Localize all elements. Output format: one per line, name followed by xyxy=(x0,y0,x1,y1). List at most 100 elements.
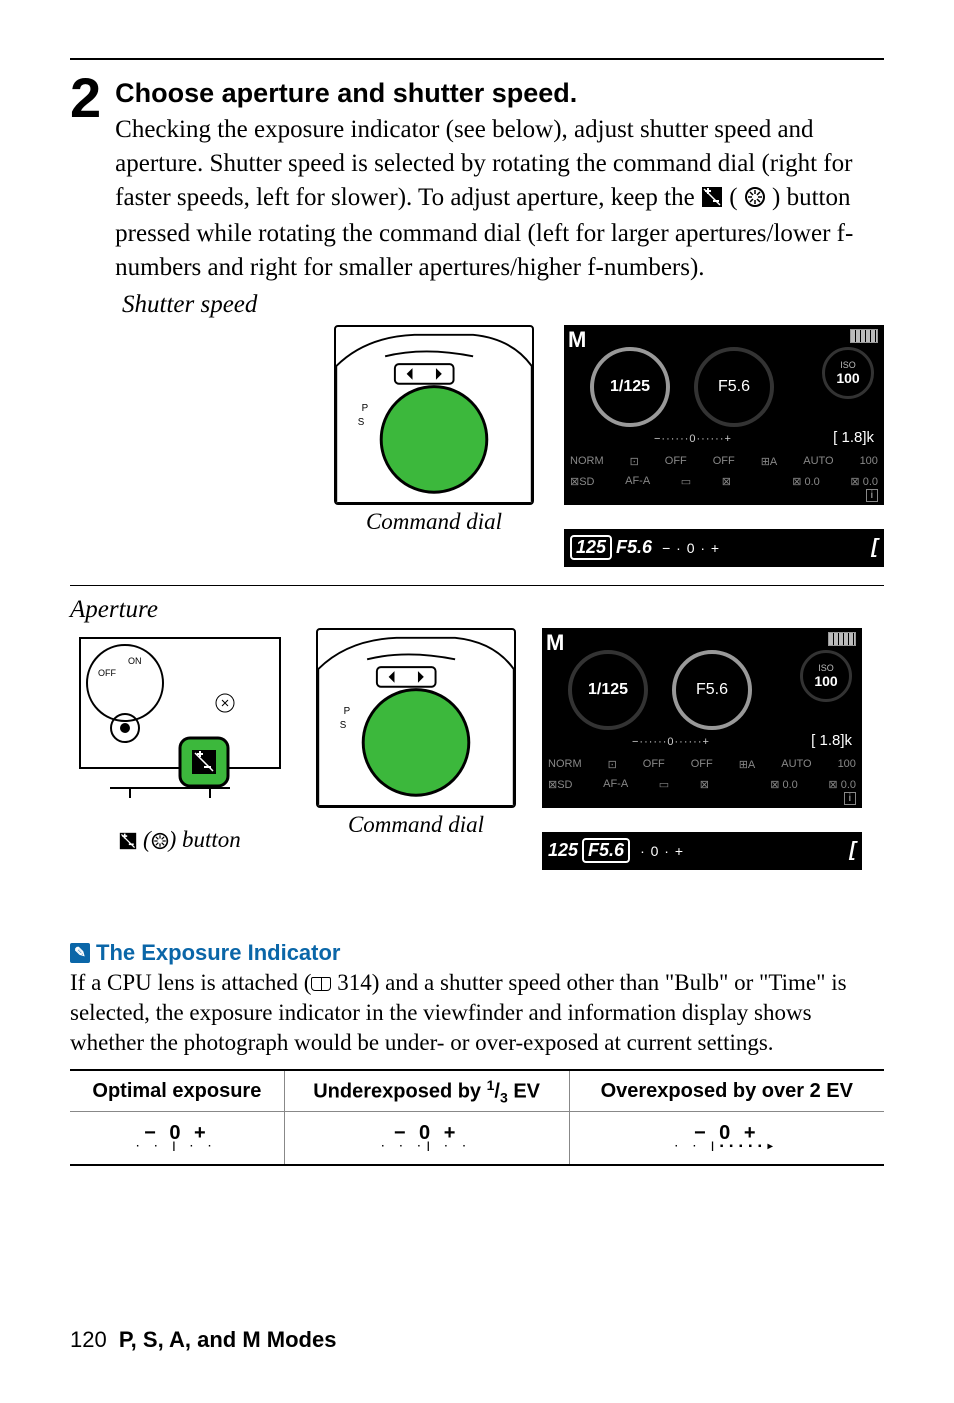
aperture-figure-row: OFF ON ( ) button xyxy=(70,628,884,870)
ev-optimal-ticks: · · | · · xyxy=(136,1141,217,1152)
vf-shutter-boxed: 125 xyxy=(570,535,612,560)
lcd-r1-0: NORM xyxy=(570,455,604,468)
aperture-gauge: F5.6 xyxy=(694,347,774,427)
lcd-row1: NORM ⊡ OFF OFF ⊞A AUTO 100 xyxy=(570,455,878,468)
exposure-indicator-table: Optimal exposure Underexposed by 1/3 EV … xyxy=(70,1069,884,1167)
info-display-aperture: M 1/125 F5.6 ISO100 −······0······+ [ 1.… xyxy=(542,628,862,808)
aperture-dial-figure: P S Command dial xyxy=(316,628,516,838)
lcd2-r1-2: OFF xyxy=(643,758,665,771)
exposure-button-illustration: OFF ON xyxy=(70,628,290,823)
th-under-den: 3 xyxy=(500,1089,508,1105)
aperture-ring-icon-small xyxy=(151,830,169,856)
viewfinder-display-shutter: 125 F5.6 − · 0 · + [ xyxy=(564,529,884,567)
section-divider xyxy=(70,585,884,586)
paren-open: ( xyxy=(729,184,737,211)
ev-meter-optimal: − 0 + · · | · · xyxy=(136,1122,217,1152)
lcd2-r1-6: 100 xyxy=(838,758,856,771)
lcd-r2-5: ⊠ 0.0 xyxy=(792,475,820,488)
shutter-figure-row: P S Command dial M 1/125 F5.6 ISO100 −··… xyxy=(70,325,884,567)
td-under: − 0 + · · ·| · · xyxy=(284,1112,569,1166)
btn-cap-close: ) button xyxy=(169,827,241,852)
ev-under-ticks: · · ·| · · xyxy=(381,1141,472,1152)
iso-value: 100 xyxy=(836,370,859,386)
vf-bracket: [ xyxy=(871,536,878,559)
lcd-r1-2: OFF xyxy=(665,455,687,468)
step-body: Choose aperture and shutter speed. Check… xyxy=(115,70,884,285)
info-icon: i xyxy=(866,489,878,502)
shots-remaining: [ 1.8]k xyxy=(833,429,874,446)
iso-gauge: ISO100 xyxy=(822,347,874,399)
mode-indicator: M xyxy=(568,327,586,353)
shutter-dial-figure: P S Command dial xyxy=(334,325,534,567)
lcd2-r2-5: ⊠ 0.0 xyxy=(770,778,798,791)
note-text-1: If a CPU lens is attached ( xyxy=(70,970,311,995)
command-dial-illustration-2: P S xyxy=(316,628,516,808)
th-under-suffix: EV xyxy=(508,1080,540,1102)
mode-indicator-2: M xyxy=(546,630,564,656)
lcd-r1-3: OFF xyxy=(713,455,735,468)
lcd-r2-0: ⊠SD xyxy=(570,475,595,488)
info-icon-2: i xyxy=(844,792,856,805)
page-number: 120 xyxy=(70,1327,107,1352)
svg-text:S: S xyxy=(340,720,347,731)
svg-text:P: P xyxy=(362,403,369,414)
iso-value-2: 100 xyxy=(814,673,837,689)
lcd2-r2-0: ⊠SD xyxy=(548,778,573,791)
info-display-shutter: M 1/125 F5.6 ISO100 −······0······+ [ 1.… xyxy=(564,325,884,505)
note-body: If a CPU lens is attached ( 314) and a s… xyxy=(70,968,884,1059)
aperture-ring-icon xyxy=(744,184,766,218)
battery-icon-2 xyxy=(828,632,856,646)
lcd2-r1-5: AUTO xyxy=(781,758,811,771)
iso-label: ISO xyxy=(840,360,856,370)
aperture-value: F5.6 xyxy=(718,378,750,396)
aperture-lcd-figure: M 1/125 F5.6 ISO100 −······0······+ [ 1.… xyxy=(542,628,862,870)
shutter-gauge: 1/125 xyxy=(590,347,670,427)
th-optimal: Optimal exposure xyxy=(70,1070,284,1112)
lcd2-r2-6: ⊠ 0.0 xyxy=(828,778,856,791)
exposure-meter-2: −······0······+ xyxy=(632,736,792,748)
td-optimal: − 0 + · · | · · xyxy=(70,1112,284,1166)
battery-icon xyxy=(850,329,878,343)
svg-text:ON: ON xyxy=(128,656,142,666)
step-number: 2 xyxy=(70,70,101,126)
lcd-row2-2: ⊠SD AF-A ▭ ⊠ ⊠ 0.0 ⊠ 0.0 xyxy=(548,778,856,791)
footer-section-title: P, S, A, and M Modes xyxy=(119,1327,337,1352)
step-title: Choose aperture and shutter speed. xyxy=(115,78,884,109)
lcd-r2-1: AF-A xyxy=(625,475,650,488)
iso-gauge-2: ISO100 xyxy=(800,650,852,702)
paren-close: ) xyxy=(772,184,780,211)
page-footer: 120 P, S, A, and M Modes xyxy=(70,1327,336,1353)
shutter-speed-label: Shutter speed xyxy=(122,291,884,319)
lcd2-r1-3: OFF xyxy=(691,758,713,771)
vf-bracket-2: [ xyxy=(849,839,856,862)
lcd2-r1-1: ⊡ xyxy=(608,758,617,771)
note-heading: ✎ The Exposure Indicator xyxy=(70,940,884,966)
iso-label-2: ISO xyxy=(818,663,834,673)
lcd2-r2-2: ▭ xyxy=(659,778,669,791)
shutter-lcd-figure: M 1/125 F5.6 ISO100 −······0······+ [ 1.… xyxy=(564,325,884,567)
btn-cap-open: ( xyxy=(137,827,150,852)
aperture-button-figure: OFF ON ( ) button xyxy=(70,628,290,856)
vf-scale-2: · 0 · + xyxy=(640,843,684,859)
th-under-prefix: Underexposed by xyxy=(313,1080,486,1102)
step-2: 2 Choose aperture and shutter speed. Che… xyxy=(70,70,884,285)
svg-text:OFF: OFF xyxy=(98,668,116,678)
ev-over-ticks: · · |▪▪▪▪▪▸ xyxy=(675,1141,779,1152)
lcd-r2-2: ▭ xyxy=(681,475,691,488)
th-over: Overexposed by over 2 EV xyxy=(569,1070,884,1112)
shutter-value: 1/125 xyxy=(610,378,650,396)
command-dial-caption-2: Command dial xyxy=(348,812,484,838)
ev-meter-over: − 0 + · · |▪▪▪▪▪▸ xyxy=(675,1122,779,1152)
aperture-value-2: F5.6 xyxy=(696,681,728,699)
note-page-ref: 314 xyxy=(331,970,371,995)
ev-meter-under: − 0 + · · ·| · · xyxy=(381,1122,472,1152)
vf-aperture-boxed: F5.6 xyxy=(582,838,630,863)
lcd-row2: ⊠SD AF-A ▭ ⊠ ⊠ 0.0 ⊠ 0.0 xyxy=(570,475,878,488)
aperture-gauge-2: F5.6 xyxy=(672,650,752,730)
viewfinder-display-aperture: 125 F5.6 · 0 · + [ xyxy=(542,832,862,870)
book-icon xyxy=(311,977,331,991)
th-under: Underexposed by 1/3 EV xyxy=(284,1070,569,1112)
svg-text:S: S xyxy=(358,417,365,428)
command-dial-illustration: P S xyxy=(334,325,534,505)
vf-aperture-plain: F5.6 xyxy=(616,537,652,558)
